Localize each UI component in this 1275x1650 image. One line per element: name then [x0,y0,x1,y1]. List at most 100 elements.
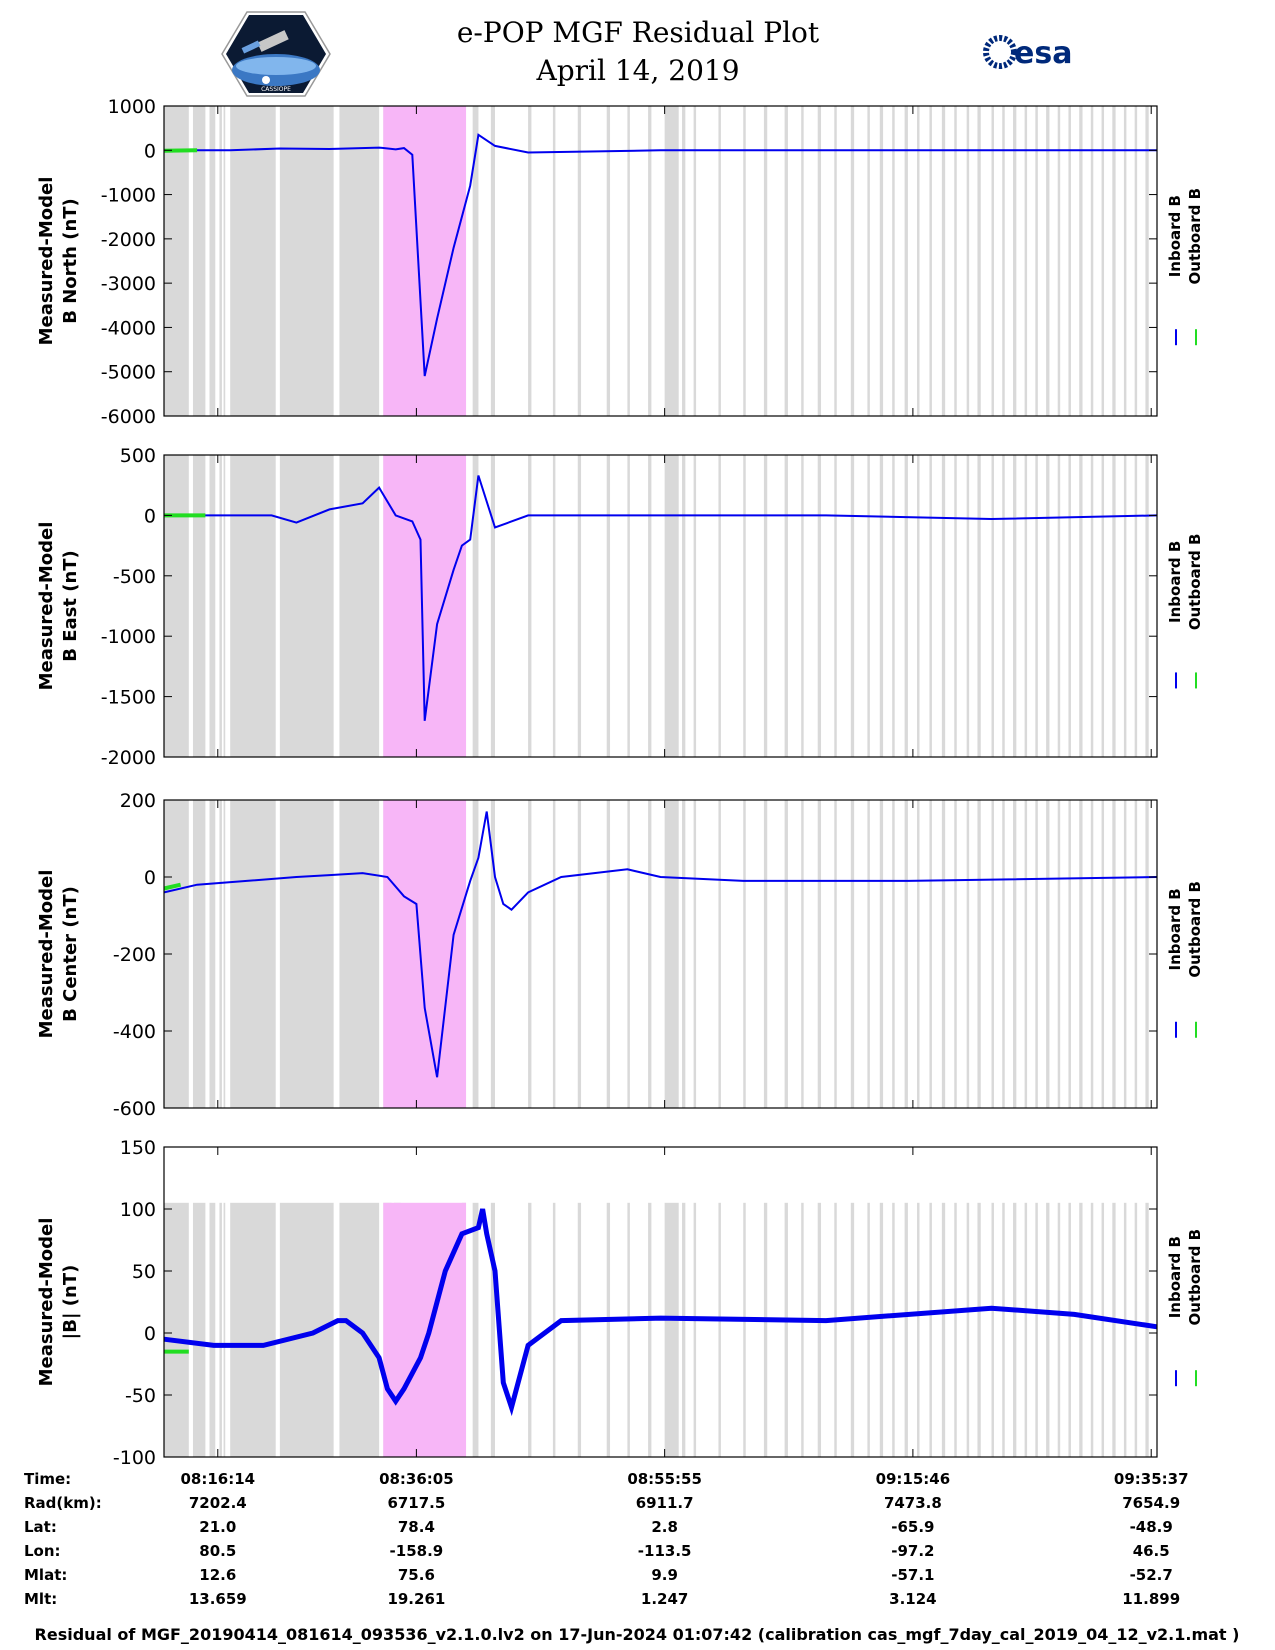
legend-inboard-label: Inboard B [1166,195,1184,277]
data-gap-band [1046,455,1050,757]
ephemeris-label: Time: [24,1470,71,1488]
ephemeris-value: 6717.5 [387,1494,445,1512]
data-gap-band [490,106,495,416]
data-gap-band [230,455,276,757]
data-gap-band [682,800,686,1108]
data-gap-band [552,800,556,1108]
data-gap-band [929,1202,932,1457]
data-gap-band [472,1202,479,1457]
ephemeris-value: 08:36:05 [379,1470,454,1488]
data-gap-band [1145,455,1149,757]
data-gap-band [606,106,611,416]
ephemeris-value: 2.8 [651,1518,678,1536]
data-gap-band [552,1202,556,1457]
y-tick-label: -100 [113,1447,156,1469]
data-gap-band [1123,106,1127,416]
data-gap-band [552,455,556,757]
data-gap-band [1079,106,1083,416]
ephemeris-label: Rad(km): [24,1494,102,1512]
data-gap-band [1145,800,1149,1108]
data-gap-band [192,455,206,757]
panel-4: 150 100 50 0 -50 -100 Measured-Model |B| (nT) In… [36,1137,1204,1469]
data-gap-band [784,1202,788,1457]
y-tick-label: -6000 [101,406,156,428]
data-gap-band [991,455,994,757]
data-gap-band [472,106,479,416]
data-gap-band [164,106,189,416]
ephemeris-label: Lon: [24,1542,61,1560]
legend-outboard-label: Outboard B [1186,881,1204,978]
data-gap-band [1123,455,1127,757]
data-gap-band [743,800,746,1108]
data-gap-band [490,1202,495,1457]
ephemeris-value: 75.6 [398,1566,435,1584]
legend-inboard-label: Inboard B [1166,1236,1184,1318]
ephemeris-value: 1.247 [641,1590,688,1608]
data-gap-band [693,800,697,1108]
inboard-series-line [163,811,1158,1078]
cassiope-logo: CASSIOPE [221,11,331,97]
data-gap-band [490,800,495,1108]
data-gap-band [784,455,788,757]
y-tick-label: -2000 [101,747,156,769]
data-gap-band [1024,106,1028,416]
data-gap-band [941,800,946,1108]
data-gap-band [743,106,746,416]
ephemeris-value: -65.9 [891,1518,934,1536]
legend-outboard-label: Outboard B [1186,1229,1204,1326]
data-gap-band [941,455,946,757]
y-tick-label: 500 [120,445,156,467]
y-axis-label-line1: Measured-Model [36,177,57,346]
data-gap-band [1101,455,1105,757]
data-gap-band [718,106,721,416]
data-gap-band [1057,800,1061,1108]
data-gap-band [1013,106,1017,416]
data-gap-band [834,455,837,757]
y-tick-label: 0 [144,1323,156,1345]
ephemeris-value: 78.4 [398,1518,435,1536]
data-gap-band [954,800,957,1108]
data-gap-band [528,106,532,416]
data-gap-band [977,455,981,757]
data-gap-band [850,800,855,1108]
data-gap-band [784,800,788,1108]
y-tick-label: -1000 [101,626,156,648]
data-gap-band [929,800,932,1108]
y-tick-label: -4000 [101,317,156,339]
data-gap-band [718,455,721,757]
data-gap-band [528,800,532,1108]
ephemeris-value: 6911.7 [636,1494,694,1512]
data-gap-band [1002,800,1005,1108]
inboard-series-line [163,1208,1158,1417]
data-gap-band [664,1202,679,1457]
data-gap-band [1101,106,1105,416]
data-gap-band [577,106,582,416]
legend-inboard-label: Inboard B [1166,888,1184,970]
inboard-series-line [164,475,1158,721]
data-gap-band [917,106,920,416]
data-gap-band [552,106,556,416]
axes-box [163,105,1158,417]
data-gap-band [718,1202,721,1457]
data-gap-band [577,455,582,757]
data-gap-band [1024,1202,1028,1457]
y-tick-label: 150 [120,1137,156,1159]
data-gap-band [1068,800,1071,1108]
data-gap-band [339,106,380,416]
data-gap-band [966,455,970,757]
logo-left-text: CASSIOPE [261,86,291,93]
data-gap-band [627,800,630,1108]
data-gap-band [904,1202,908,1457]
data-gap-band [879,1202,884,1457]
data-gap-band [801,106,804,416]
data-gap-band [1035,1202,1038,1457]
data-gap-band [648,455,652,757]
data-gap-band [1134,106,1138,416]
data-gap-band [1112,106,1116,416]
data-gap-band [801,455,804,757]
y-tick-label: -50 [125,1385,156,1407]
data-gap-band [1145,106,1149,416]
logo-right-text: esa [1014,36,1072,71]
data-gap-band [867,106,870,416]
data-gap-band [867,1202,870,1457]
